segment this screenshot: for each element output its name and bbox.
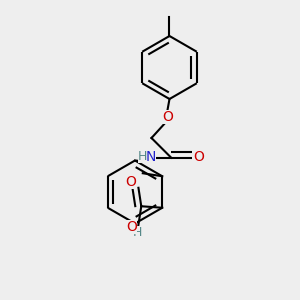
Text: H: H <box>133 226 142 239</box>
Text: H: H <box>138 150 147 163</box>
Text: O: O <box>126 220 137 234</box>
Text: N: N <box>146 150 156 164</box>
Text: O: O <box>193 150 204 164</box>
Text: O: O <box>125 175 136 189</box>
Text: O: O <box>162 110 173 124</box>
